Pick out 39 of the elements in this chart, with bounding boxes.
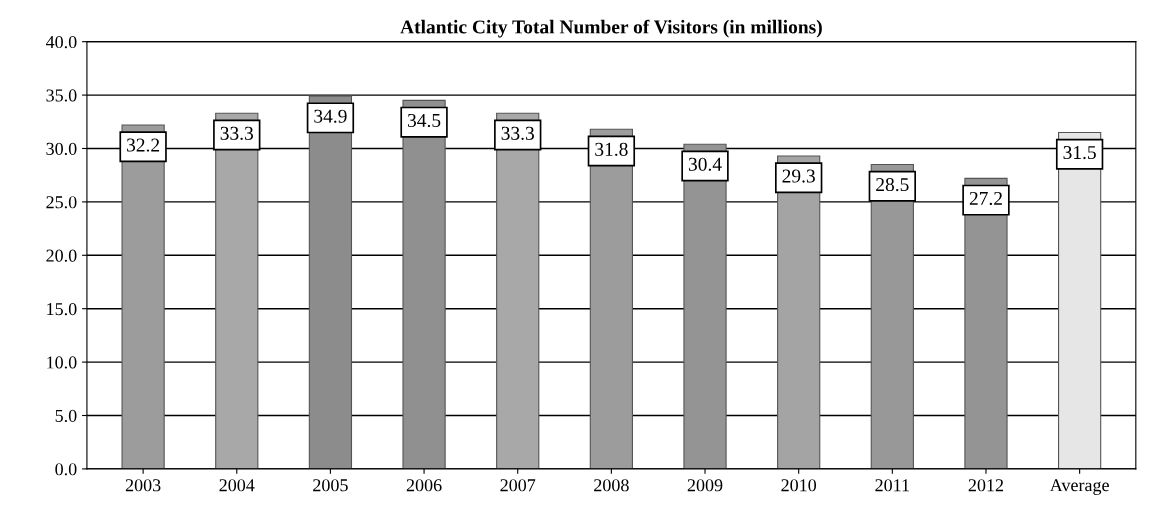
bar <box>121 124 165 469</box>
bar <box>215 112 259 469</box>
chart-title: Atlantic City Total Number of Visitors (in millions) <box>400 19 822 38</box>
y-tick-label: 20.0 <box>46 249 77 262</box>
data-label: 28.5 <box>876 177 909 192</box>
bar <box>964 177 1008 469</box>
data-label: 33.3 <box>501 126 534 140</box>
x-tick-label: 2007 <box>500 479 536 492</box>
x-tick-label: 2003 <box>125 479 161 492</box>
y-tick-label: 5.0 <box>55 409 77 423</box>
x-tick-label: 2008 <box>594 479 629 492</box>
bar <box>683 143 727 469</box>
bar <box>308 95 353 469</box>
data-label: 31.8 <box>595 142 628 156</box>
data-label: 27.2 <box>969 191 1002 206</box>
x-tick-label: Average <box>1049 479 1109 495</box>
x-tick-label: 2006 <box>406 479 442 492</box>
y-tick-label: 35.0 <box>46 89 77 102</box>
bar <box>496 112 540 469</box>
x-tick-label: 2012 <box>968 479 1004 492</box>
data-label: 31.5 <box>1063 146 1096 160</box>
data-label: 34.5 <box>407 113 441 128</box>
data-label: 32.2 <box>127 138 160 152</box>
data-label: 29.3 <box>782 169 815 183</box>
x-tick-label: 2010 <box>781 479 817 492</box>
x-tick-label: 2004 <box>219 479 255 492</box>
y-tick-label: 0.0 <box>55 463 77 476</box>
y-tick-label: 10.0 <box>47 356 77 369</box>
x-tick-label: 2009 <box>687 479 723 492</box>
y-tick-label: 15.0 <box>47 302 77 316</box>
y-tick-label: 25.0 <box>46 196 77 209</box>
data-label: 34.9 <box>314 109 347 123</box>
x-tick-label: 2005 <box>313 479 348 492</box>
y-tick-label: 30.0 <box>46 142 77 156</box>
bar <box>402 99 446 469</box>
y-tick-label: 40.0 <box>45 35 77 49</box>
data-label: 30.4 <box>688 157 722 171</box>
data-label: 33.3 <box>220 126 254 140</box>
x-tick-label: 2011 <box>875 479 909 492</box>
